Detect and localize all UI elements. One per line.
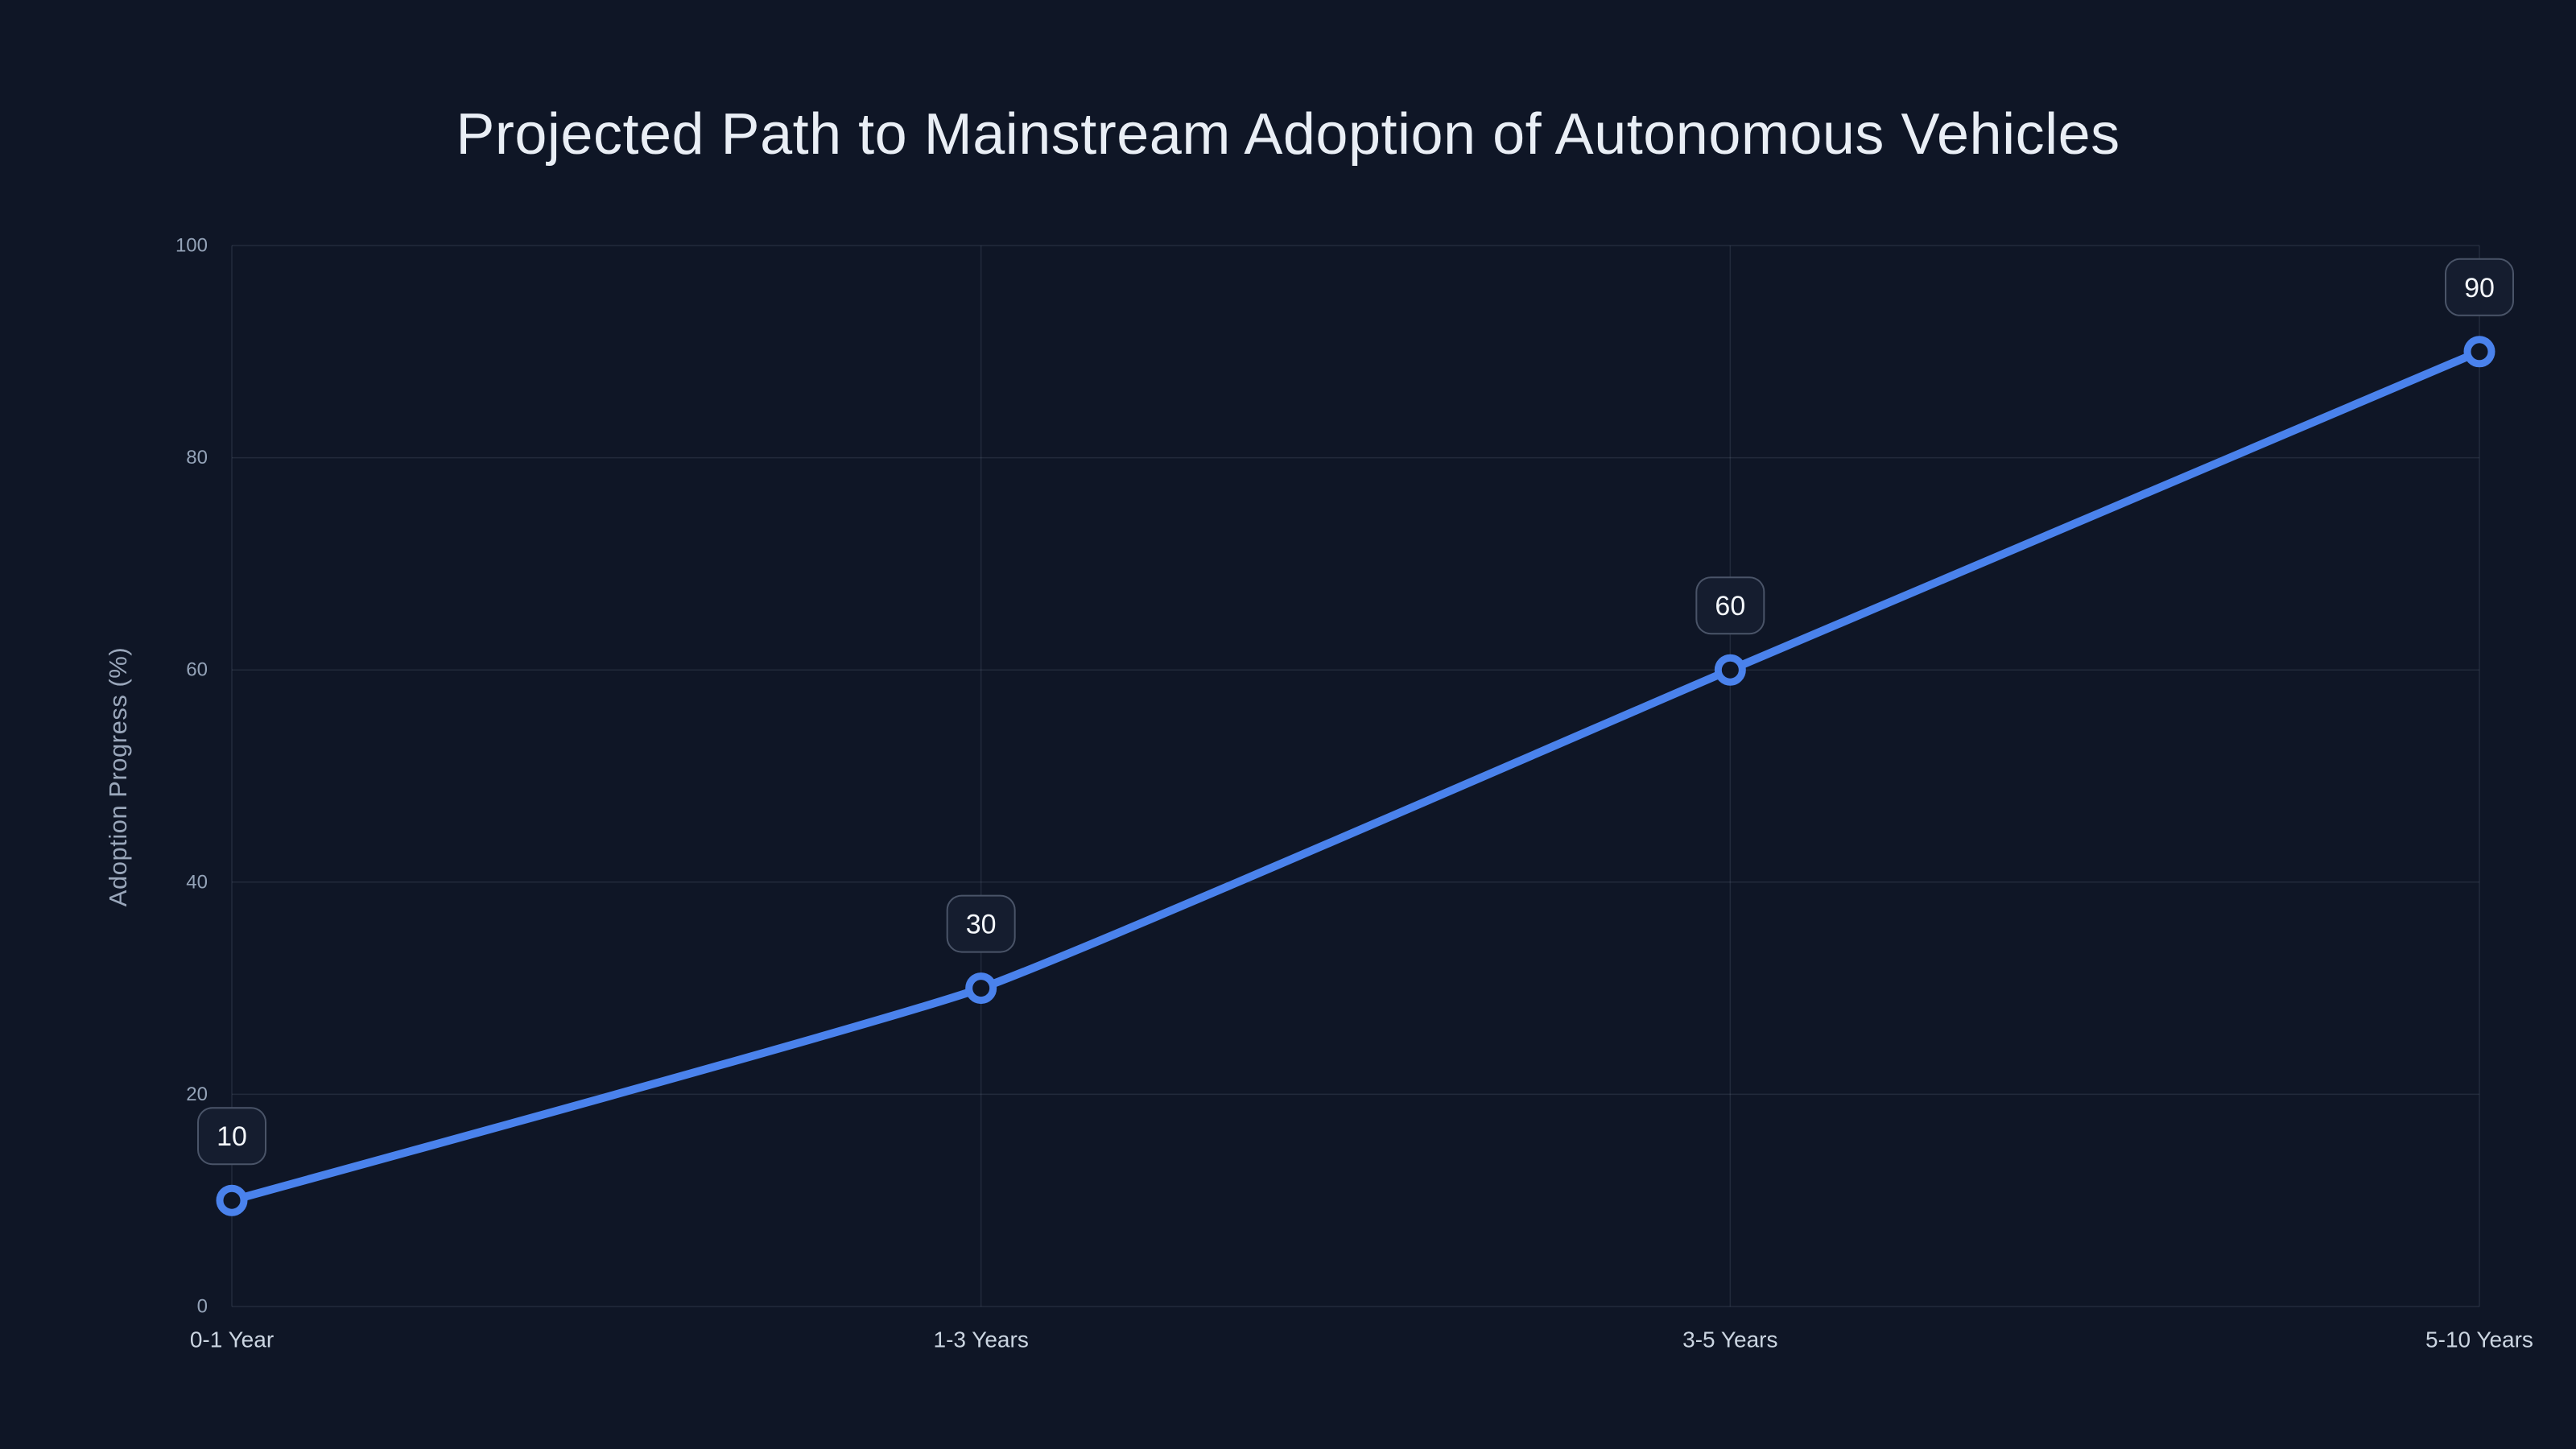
x-tick-label: 0-1 Year (190, 1327, 274, 1352)
chart-title: Projected Path to Mainstream Adoption of… (456, 102, 2120, 167)
data-point-marker[interactable] (965, 972, 997, 1005)
y-tick-label: 80 (186, 447, 208, 469)
y-tick-label: 60 (186, 659, 208, 681)
y-tick-label: 40 (186, 871, 208, 893)
data-point-label-box (1695, 576, 1765, 635)
y-tick-label: 100 (175, 235, 208, 257)
data-point-marker[interactable] (1714, 654, 1746, 686)
data-point-label: 90 (2464, 273, 2495, 303)
data-point-marker[interactable] (216, 1184, 248, 1216)
y-tick-label: 20 (186, 1084, 208, 1105)
x-tick-label: 1-3 Years (934, 1327, 1029, 1352)
data-point-label: 10 (217, 1121, 247, 1152)
data-point-label-box (2445, 258, 2514, 316)
data-point-label-box (946, 894, 1016, 953)
data-point-label-box (197, 1107, 266, 1166)
y-tick-label: 0 (197, 1296, 208, 1318)
data-point-label: 60 (1715, 591, 1745, 621)
adoption-trend-line (228, 347, 2483, 1205)
x-tick-label: 5-10 Years (2425, 1327, 2533, 1352)
data-point-marker[interactable] (2463, 336, 2496, 368)
data-point-label: 30 (966, 910, 997, 940)
x-tick-label: 3-5 Years (1682, 1327, 1777, 1352)
